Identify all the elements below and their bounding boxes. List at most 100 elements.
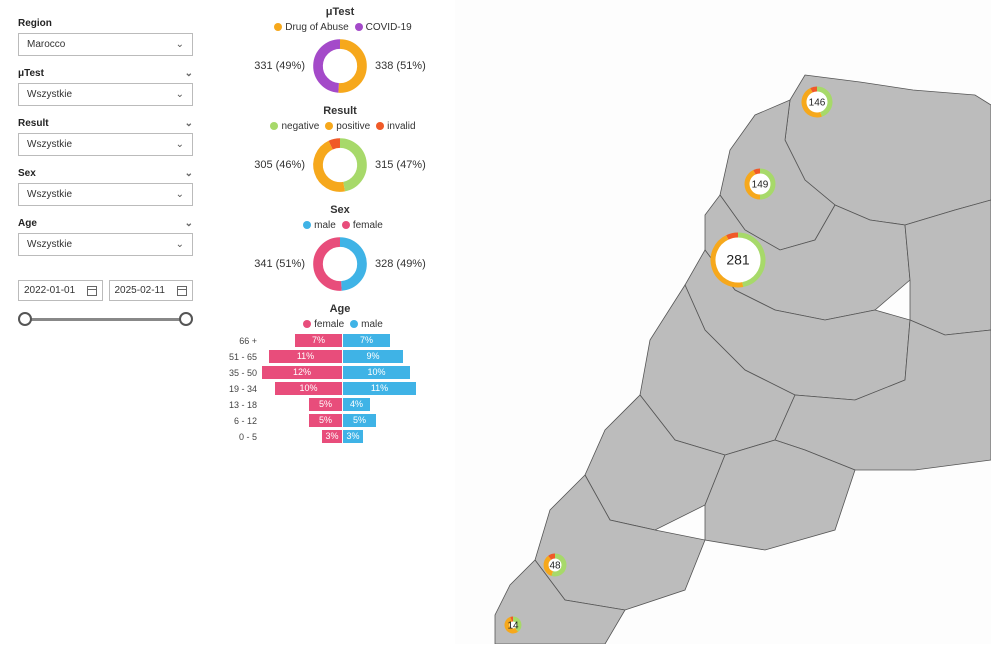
- select-value: Wszystkie: [27, 189, 72, 200]
- select-value: Marocco: [27, 39, 65, 50]
- sex-left-label: 341 (51%): [254, 258, 305, 270]
- chevron-down-icon: ⌄: [176, 189, 184, 200]
- filter-sex-group: Sex ⌄ Wszystkie ⌄: [18, 168, 193, 206]
- chevron-down-icon: ⌄: [176, 139, 184, 150]
- svg-text:281: 281: [726, 252, 750, 268]
- filter-utest-label: μTest ⌄: [18, 68, 193, 79]
- age-bar-male[interactable]: 5%: [343, 414, 376, 427]
- utest-right-label: 338 (51%): [375, 60, 426, 72]
- label-text: Sex: [18, 168, 36, 179]
- sex-chart: Sex malefemale 341 (51%) 328 (49%): [225, 204, 455, 293]
- calendar-icon: [177, 286, 187, 296]
- date-range-row: 2022-01-01 2025-02-11: [18, 280, 193, 301]
- map-panel[interactable]: 146 149 281 48 14: [455, 0, 991, 644]
- result-donut[interactable]: [311, 136, 369, 194]
- svg-text:48: 48: [549, 561, 561, 572]
- age-pyramid[interactable]: 66 + 7% 7%51 - 65 11% 9%35 - 50 12% 10%1…: [225, 334, 455, 445]
- chart-title: Age: [225, 303, 455, 315]
- label-text: μTest: [18, 68, 44, 79]
- filter-result-select[interactable]: Wszystkie ⌄: [18, 133, 193, 156]
- age-row-label: 35 - 50: [225, 366, 261, 381]
- chart-title: Sex: [225, 204, 455, 216]
- select-value: Wszystkie: [27, 139, 72, 150]
- utest-chart: μTest Drug of AbuseCOVID-19 331 (49%) 33…: [225, 6, 455, 95]
- slider-track: [24, 318, 187, 321]
- filter-age-label: Age ⌄: [18, 218, 193, 229]
- svg-text:14: 14: [507, 621, 519, 632]
- filter-utest-select[interactable]: Wszystkie ⌄: [18, 83, 193, 106]
- charts-column: μTest Drug of AbuseCOVID-19 331 (49%) 33…: [225, 6, 455, 455]
- age-bar-female[interactable]: 10%: [275, 382, 342, 395]
- utest-legend: Drug of AbuseCOVID-19: [225, 22, 455, 33]
- filter-region-group: Region Marocco ⌄: [18, 18, 193, 56]
- slider-handle-to[interactable]: [179, 312, 193, 326]
- slider-handle-from[interactable]: [18, 312, 32, 326]
- filter-result-label: Result ⌄: [18, 118, 193, 129]
- sex-legend: malefemale: [225, 220, 455, 231]
- chevron-down-icon: ⌄: [176, 239, 184, 250]
- age-chart: Age femalemale 66 + 7% 7%51 - 65 11% 9%3…: [225, 303, 455, 445]
- age-bar-male[interactable]: 10%: [343, 366, 410, 379]
- date-to-value: 2025-02-11: [115, 285, 165, 296]
- filter-panel: Region Marocco ⌄ μTest ⌄ Wszystkie ⌄ Res…: [18, 18, 193, 329]
- label-text: Region: [18, 18, 52, 29]
- map-marker[interactable]: 48: [546, 556, 564, 574]
- result-chart: Result negativepositiveinvalid 305 (46%)…: [225, 105, 455, 194]
- utest-left-label: 331 (49%): [254, 60, 305, 72]
- age-row-label: 19 - 34: [225, 382, 261, 397]
- age-row-label: 0 - 5: [225, 430, 261, 445]
- select-value: Wszystkie: [27, 239, 72, 250]
- svg-text:149: 149: [752, 180, 769, 191]
- filter-utest-group: μTest ⌄ Wszystkie ⌄: [18, 68, 193, 106]
- chart-title: μTest: [225, 6, 455, 18]
- age-bar-female[interactable]: 5%: [309, 398, 342, 411]
- age-bar-male[interactable]: 3%: [343, 430, 363, 443]
- age-row-label: 51 - 65: [225, 350, 261, 365]
- result-legend: negativepositiveinvalid: [225, 121, 455, 132]
- filter-region-select[interactable]: Marocco ⌄: [18, 33, 193, 56]
- calendar-icon: [87, 286, 97, 296]
- utest-donut[interactable]: [311, 37, 369, 95]
- filter-result-group: Result ⌄ Wszystkie ⌄: [18, 118, 193, 156]
- map-marker[interactable]: 14: [507, 619, 519, 632]
- map-marker[interactable]: 146: [804, 89, 830, 115]
- sex-right-label: 328 (49%): [375, 258, 426, 270]
- age-bar-male[interactable]: 7%: [343, 334, 390, 347]
- map-marker[interactable]: 149: [747, 171, 773, 197]
- filter-sex-select[interactable]: Wszystkie ⌄: [18, 183, 193, 206]
- age-bar-female[interactable]: 12%: [262, 366, 342, 379]
- chevron-down-icon[interactable]: ⌄: [185, 118, 193, 129]
- select-value: Wszystkie: [27, 89, 72, 100]
- result-left-label: 305 (46%): [254, 159, 305, 171]
- label-text: Result: [18, 118, 49, 129]
- map-marker[interactable]: 281: [713, 235, 763, 285]
- chevron-down-icon[interactable]: ⌄: [185, 218, 193, 229]
- map-svg[interactable]: 146 149 281 48 14: [455, 0, 991, 644]
- chevron-down-icon[interactable]: ⌄: [185, 168, 193, 179]
- result-right-label: 315 (47%): [375, 159, 426, 171]
- date-to-input[interactable]: 2025-02-11: [109, 280, 194, 301]
- date-from-input[interactable]: 2022-01-01: [18, 280, 103, 301]
- age-bar-female[interactable]: 5%: [309, 414, 342, 427]
- sex-donut[interactable]: [311, 235, 369, 293]
- age-bar-male[interactable]: 11%: [343, 382, 416, 395]
- date-from-value: 2022-01-01: [24, 285, 75, 296]
- date-range-slider[interactable]: [18, 309, 193, 329]
- age-bar-male[interactable]: 4%: [343, 398, 370, 411]
- age-bar-female[interactable]: 7%: [295, 334, 342, 347]
- label-text: Age: [18, 218, 37, 229]
- age-bar-female[interactable]: 3%: [322, 430, 342, 443]
- chevron-down-icon: ⌄: [176, 39, 184, 50]
- filter-age-group: Age ⌄ Wszystkie ⌄: [18, 218, 193, 256]
- chart-title: Result: [225, 105, 455, 117]
- chevron-down-icon[interactable]: ⌄: [185, 68, 193, 79]
- age-legend: femalemale: [225, 319, 455, 330]
- age-row-label: 6 - 12: [225, 414, 261, 429]
- age-bar-female[interactable]: 11%: [269, 350, 342, 363]
- filter-region-label: Region: [18, 18, 193, 29]
- filter-sex-label: Sex ⌄: [18, 168, 193, 179]
- chevron-down-icon: ⌄: [176, 89, 184, 100]
- filter-age-select[interactable]: Wszystkie ⌄: [18, 233, 193, 256]
- age-bar-male[interactable]: 9%: [343, 350, 403, 363]
- svg-text:146: 146: [809, 98, 826, 109]
